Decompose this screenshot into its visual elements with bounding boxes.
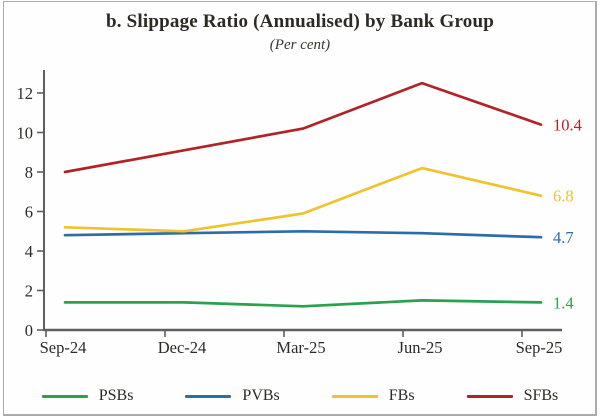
pvbs-line-swatch [185, 394, 232, 398]
legend-label-psbs: PSBs [98, 387, 134, 404]
end-label-FBs: 6.8 [553, 187, 574, 206]
x-tick-label: Sep-25 [516, 338, 563, 357]
end-label-SFBs: 10.4 [553, 116, 582, 135]
legend-item-pvbs: PVBs [185, 387, 280, 405]
x-tick-label: Dec-24 [158, 338, 207, 357]
line-series-PVBs [63, 229, 543, 239]
x-tick-label: Sep-24 [40, 338, 87, 357]
y-tick-label: 8 [25, 163, 33, 182]
legend-label-fbs: FBs [388, 387, 415, 404]
psbs-line-swatch [41, 394, 88, 398]
y-tick-label: 2 [25, 282, 33, 301]
x-tick-label: Mar-25 [276, 338, 325, 357]
legend-label-pvbs: PVBs [242, 387, 280, 404]
sfbs-line-swatch [466, 394, 513, 398]
x-tick-label: Jun-25 [398, 338, 443, 357]
y-tick-label: 12 [17, 84, 34, 103]
chart-subtitle: (Per cent) [269, 37, 331, 53]
line-series-SFBs [63, 81, 543, 174]
legend-label-sfbs: SFBs [523, 387, 559, 404]
end-label-PVBs: 4.7 [553, 228, 574, 247]
end-label-PSBs: 1.4 [553, 293, 574, 312]
legend-item-sfbs: SFBs [466, 387, 559, 405]
y-tick-label: 10 [17, 124, 34, 143]
y-tick-label: 4 [25, 242, 33, 261]
chart-frame [3, 1, 597, 416]
legend-item-fbs: FBs [331, 387, 415, 405]
fbs-line-swatch [331, 394, 378, 398]
chart-legend: PSBs PVBs FBs SFBs [0, 387, 600, 405]
chart-title: b. Slippage Ratio (Annualised) by Bank G… [105, 11, 495, 32]
line-series-PSBs [63, 299, 543, 308]
line-series-FBs [63, 166, 543, 233]
legend-item-psbs: PSBs [41, 387, 134, 405]
y-tick-label: 6 [25, 203, 33, 222]
y-tick-label: 0 [25, 321, 33, 340]
